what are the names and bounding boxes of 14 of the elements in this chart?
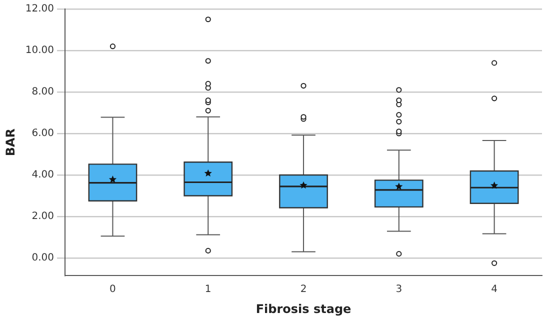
y-axis-title: BAR [3, 128, 18, 156]
y-tick-label: 8.00 [32, 86, 54, 98]
x-tick-label: 3 [396, 284, 402, 296]
y-tick-label: 2.00 [32, 211, 54, 222]
x-tick-label: 1 [204, 284, 212, 296]
y-tick-label: 6.00 [32, 128, 54, 140]
x-tick-label: 2 [300, 284, 307, 296]
y-tick-label: 4.00 [32, 170, 54, 181]
y-tick-label: 12.00 [25, 4, 54, 15]
y-tick-label: 10.00 [25, 45, 54, 56]
y-tick-label: 0.00 [32, 252, 54, 264]
x-tick-label: 4 [491, 284, 498, 296]
x-tick-label: 0 [110, 284, 116, 296]
x-axis-title: Fibrosis stage [256, 302, 352, 316]
